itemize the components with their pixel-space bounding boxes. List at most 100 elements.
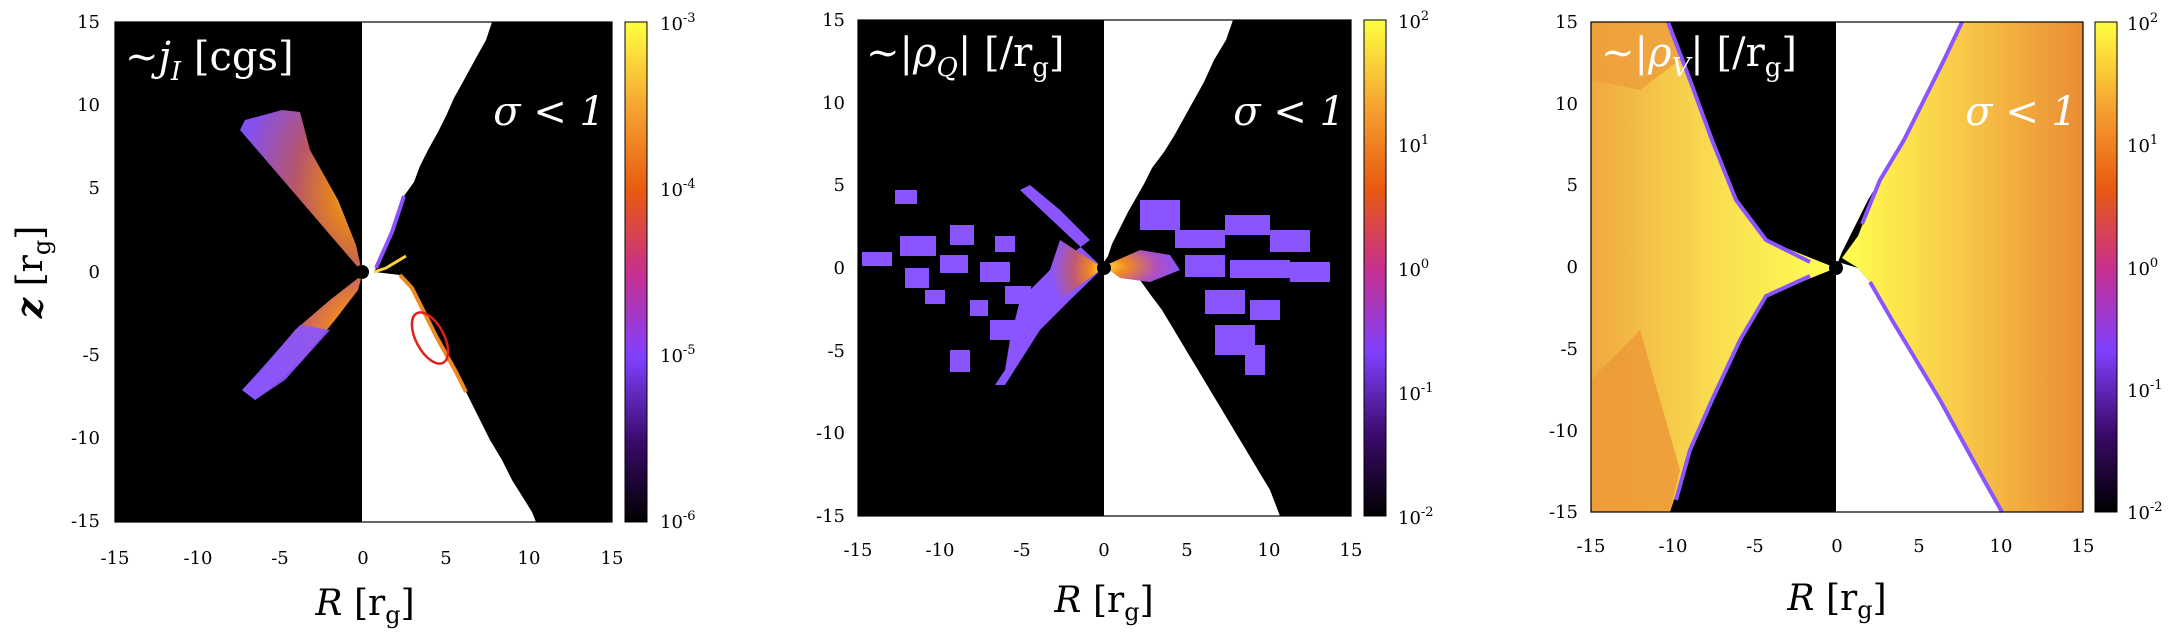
x-tick: -10 [184,548,213,569]
y-tick: -5 [1560,339,1578,360]
region-label: σ < 1 [1233,89,1345,135]
y-tick: -15 [816,506,845,527]
heatmap-rhov [1591,21,2083,513]
y-tick: 0 [1567,257,1578,278]
y-tick: 0 [89,262,100,283]
masked-region [1104,20,1280,516]
region-label: σ < 1 [1965,89,2077,135]
emission-left-edge-upper [1666,21,1811,264]
colorbar-tick: 102 [2127,11,2158,35]
y-ticks: 15 10 5 0 -5 -10 -15 [71,12,100,532]
x-ticks: -15 -10 -5 0 5 10 15 [844,540,1363,561]
x-axis-label: R [rg] [1053,580,1153,626]
x-tick: 0 [357,548,368,569]
x-ticks: -15 -10 -5 0 5 10 15 [1577,536,2095,557]
masked-region [1836,22,2002,512]
y-tick: -15 [71,511,100,532]
x-ticks: -15 -10 -5 0 5 10 15 [101,548,624,569]
colorbar-gradient [1363,19,1387,517]
x-tick: 10 [1258,540,1281,561]
heatmap-rhoq [858,20,1351,516]
colorbar-tick: 10-4 [660,177,696,201]
x-tick: 0 [1831,536,1842,557]
y-ticks: 15 10 5 0 -5 -10 -15 [1549,12,1578,523]
emission-right-edge-lower [398,273,468,393]
emission-right-core [1104,250,1180,282]
black-hole [1829,261,1843,275]
emission-left-orange-upper [1591,22,1680,90]
panel-ji: ~jI [cgs] σ < 1 -15 -10 -5 0 5 10 15 15 … [9,11,696,629]
plot-frame [1590,21,2084,513]
x-tick: -15 [1577,536,1606,557]
x-tick: 0 [1098,540,1109,561]
panel-rhoq: ~|ρQ| [/rg] σ < 1 -15 -10 -5 0 5 10 15 1… [816,9,1434,626]
x-tick: -15 [844,540,873,561]
emission-left-upper [240,110,362,272]
y-tick: 0 [834,258,845,279]
colorbar-rhov: 102 101 100 10-1 10-2 [2094,11,2163,524]
emission-blobs-right [1140,200,1330,375]
black-hole [355,265,369,279]
y-tick: 15 [822,10,845,31]
colorbar-gradient [624,21,648,523]
y-tick: 5 [1567,175,1578,196]
x-tick: -5 [271,548,289,569]
emission-left-purple-lower [244,325,330,400]
y-axis-label: z [rg] [9,226,56,320]
y-tick: -10 [71,428,100,449]
x-tick: 5 [1181,540,1192,561]
x-tick: 5 [1913,536,1924,557]
colorbar-tick: 10-3 [660,11,696,35]
y-tick: 10 [77,95,100,116]
highlight-ellipse [410,311,450,365]
region-label: σ < 1 [493,89,605,135]
colorbar-tick: 10-2 [1398,505,1434,529]
colorbar-tick: 10-1 [2127,378,2163,402]
x-tick: -5 [1013,540,1031,561]
x-tick: -10 [926,540,955,561]
colorbar-tick: 10-1 [1398,381,1434,405]
y-tick: 15 [77,12,100,33]
emission-left-core [1050,240,1103,300]
emission-right-edge-tip [373,254,407,274]
y-tick: -5 [82,345,100,366]
emission-right-edge-upper [1860,21,1964,225]
panel-rhov: ~|ρV| [/rg] σ < 1 -15 -10 -5 0 5 10 15 1… [1549,11,2163,624]
panel-label-text: ~|ρQ| [/rg] [866,30,1065,83]
emission-left-edge-lower [1674,274,1811,501]
colorbar-tick: 102 [1398,9,1429,33]
colorbar-tick: 100 [2127,256,2158,280]
panel-label-text: ~|ρV| [/rg] [1601,30,1797,83]
colorbar-tick: 10-2 [2127,500,2163,524]
y-tick: 5 [89,178,100,199]
colorbar-ji: 10-3 10-4 10-5 10-6 [624,11,696,533]
x-tick: 15 [601,548,624,569]
x-tick: 10 [1990,536,2013,557]
x-tick: -10 [1659,536,1688,557]
colorbar-gradient [2094,21,2118,513]
y-tick: -10 [816,423,845,444]
emission-left-orange-lower [1591,330,1680,512]
colorbar-tick: 10-6 [660,509,696,533]
panel-label-ji: ~jI [cgs] [125,34,294,87]
x-tick: 15 [1340,540,1363,561]
x-axis-label: R [rg] [314,583,414,629]
x-tick: -5 [1746,536,1764,557]
x-tick: 10 [518,548,541,569]
masked-region [362,22,536,522]
x-tick: -15 [101,548,130,569]
y-tick: -5 [827,341,845,362]
y-tick: -15 [1549,502,1578,523]
panel-label-text: ~jI [cgs] [125,34,294,87]
x-tick: 15 [2072,536,2095,557]
y-tick: 10 [822,93,845,114]
y-tick: -10 [1549,421,1578,442]
x-tick: 5 [440,548,451,569]
x-axis-label: R [rg] [1786,578,1886,624]
black-hole [1097,261,1111,275]
plot-frame [114,21,613,523]
y-ticks: 15 10 5 0 -5 -10 -15 [816,10,845,527]
colorbar-tick: 100 [1398,257,1429,281]
y-tick: 15 [1555,12,1578,33]
